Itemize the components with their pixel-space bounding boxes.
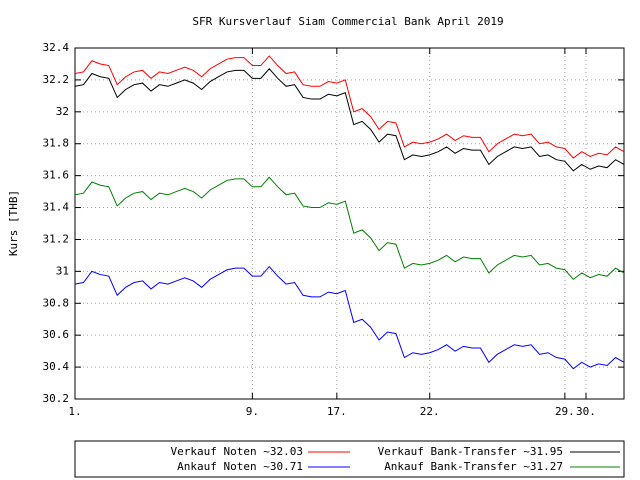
y-tick-label: 30.6: [43, 328, 70, 341]
x-tick-label: 22.: [420, 405, 440, 418]
y-tick-label: 30.4: [43, 360, 70, 373]
x-tick-label: 1.: [68, 405, 81, 418]
y-tick-label: 32: [56, 105, 69, 118]
y-tick-label: 30.2: [43, 392, 70, 405]
plot-frame: [74, 47, 625, 400]
y-tick-label: 31.2: [43, 232, 70, 245]
x-tick-label: 30.: [576, 405, 596, 418]
chart-title: SFR Kursverlauf Siam Commercial Bank Apr…: [192, 15, 503, 28]
y-axis-label: Kurs [THB]: [7, 190, 20, 256]
legend-label: Ankauf Noten ~30.71: [177, 460, 303, 473]
legend-box: [74, 440, 625, 478]
legend-label: Verkauf Noten ~32.03: [171, 445, 303, 458]
y-tick-label: 32.2: [43, 73, 70, 86]
series-line: [74, 265, 625, 370]
y-tick-label: 31.8: [43, 137, 70, 150]
x-tick-label: 9.: [246, 405, 259, 418]
series-line: [74, 55, 625, 159]
legend-label: Verkauf Bank-Transfer ~31.95: [378, 445, 563, 458]
legend-label: Ankauf Bank-Transfer ~31.27: [384, 460, 563, 473]
x-tick-label: 17.: [327, 405, 347, 418]
y-tick-label: 31: [56, 264, 69, 277]
series-line: [74, 176, 625, 281]
x-tick-label: 29.: [555, 405, 575, 418]
y-tick-label: 31.6: [43, 169, 70, 182]
y-tick-label: 31.4: [43, 201, 70, 214]
series-line: [74, 67, 625, 172]
y-tick-label: 32.4: [43, 41, 70, 54]
y-tick-label: 30.8: [43, 296, 70, 309]
